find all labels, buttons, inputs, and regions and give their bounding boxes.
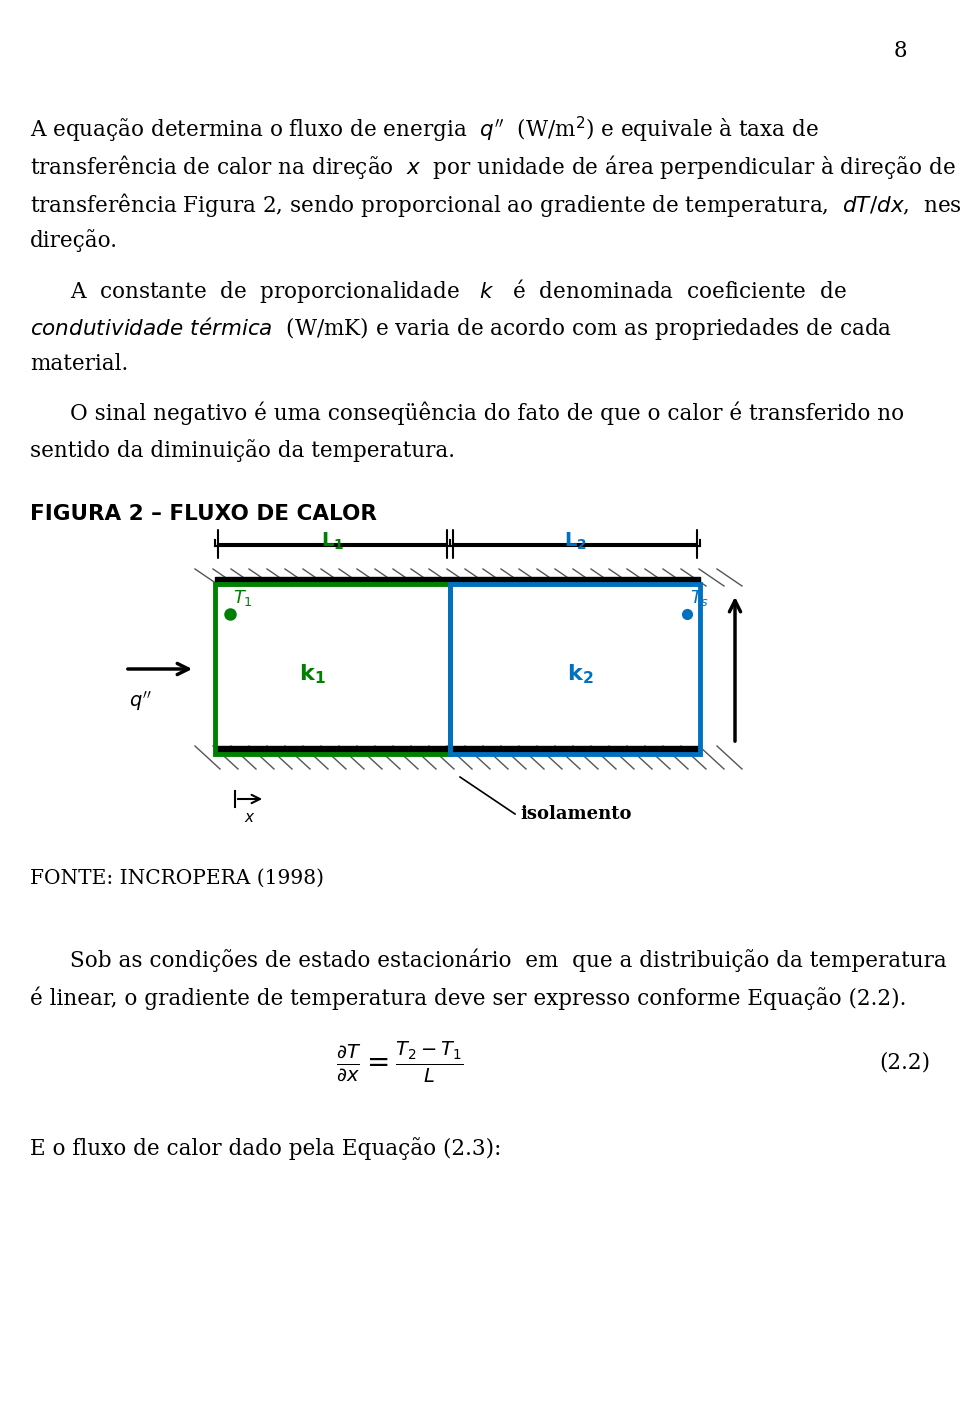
Text: transferência de calor na direção  $x$  por unidade de área perpendicular à dire: transferência de calor na direção $x$ po… (30, 152, 955, 181)
Bar (215, 584, 450, 754)
Text: $x$: $x$ (244, 811, 255, 825)
Text: Sob as condições de estado estacionário  em  que a distribuição da temperatura: Sob as condições de estado estacionário … (70, 949, 947, 972)
Bar (215, 577, 700, 586)
Text: $\mathbf{k_2}$: $\mathbf{k_2}$ (566, 663, 593, 685)
Text: $T_1$: $T_1$ (233, 589, 252, 608)
Text: é linear, o gradiente de temperatura deve ser expresso conforme Equação (2.2).: é linear, o gradiente de temperatura dev… (30, 988, 906, 1010)
Text: (2.2): (2.2) (878, 1052, 930, 1073)
Text: A equação determina o fluxo de energia  $q''$  (W/m$^2$) e equivale à taxa de: A equação determina o fluxo de energia $… (30, 115, 819, 145)
Bar (450, 584, 700, 754)
Text: $\it{condutividade\ térmica}$  (W/mK) e varia de acordo com as propriedades de c: $\it{condutividade\ térmica}$ (W/mK) e v… (30, 315, 892, 342)
Text: isolamento: isolamento (520, 805, 632, 824)
Bar (215, 747, 700, 754)
Text: FIGURA 2 – FLUXO DE CALOR: FIGURA 2 – FLUXO DE CALOR (30, 504, 377, 524)
Text: E o fluxo de calor dado pela Equação (2.3):: E o fluxo de calor dado pela Equação (2.… (30, 1137, 501, 1160)
Text: transferência Figura 2, sendo proporcional ao gradiente de temperatura,  $dT/dx$: transferência Figura 2, sendo proporcion… (30, 191, 960, 219)
Text: $q''$: $q''$ (129, 690, 152, 712)
Text: $\mathbf{L_1}$: $\mathbf{L_1}$ (321, 530, 344, 551)
Text: material.: material. (30, 353, 129, 375)
Text: sentido da diminuição da temperatura.: sentido da diminuição da temperatura. (30, 439, 455, 462)
Text: direção.: direção. (30, 229, 118, 252)
Text: 8: 8 (893, 40, 907, 63)
Text: A  constante  de  proporcionalidade   $k$   é  denominada  coeficiente  de: A constante de proporcionalidade $k$ é d… (70, 276, 847, 305)
Text: $\frac{\partial T}{\partial x} = \frac{T_2 - T_1}{L}$: $\frac{\partial T}{\partial x} = \frac{T… (336, 1039, 464, 1084)
Text: $\mathbf{k_1}$: $\mathbf{k_1}$ (300, 663, 325, 685)
Text: O sinal negativo é uma conseqüência do fato de que o calor é transferido no: O sinal negativo é uma conseqüência do f… (70, 400, 904, 425)
Text: FONTE: INCROPERA (1998): FONTE: INCROPERA (1998) (30, 869, 324, 888)
Text: $T_s$: $T_s$ (690, 589, 709, 608)
Text: $\mathbf{L_2}$: $\mathbf{L_2}$ (564, 530, 587, 551)
